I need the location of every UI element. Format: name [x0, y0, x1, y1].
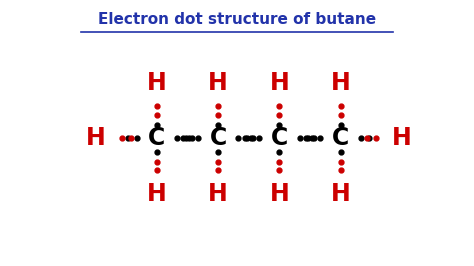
Text: H: H: [147, 181, 167, 206]
Text: H: H: [208, 181, 228, 206]
Text: H: H: [208, 71, 228, 95]
Text: H: H: [331, 71, 351, 95]
Text: C: C: [271, 126, 288, 150]
Text: H: H: [392, 126, 412, 150]
Text: H: H: [270, 71, 289, 95]
Text: H: H: [147, 71, 167, 95]
Text: C: C: [148, 126, 165, 150]
Text: Electron dot structure of butane: Electron dot structure of butane: [98, 12, 376, 27]
Text: H: H: [331, 181, 351, 206]
Text: C: C: [332, 126, 349, 150]
Text: C: C: [210, 126, 227, 150]
Text: H: H: [270, 181, 289, 206]
Text: H: H: [86, 126, 106, 150]
